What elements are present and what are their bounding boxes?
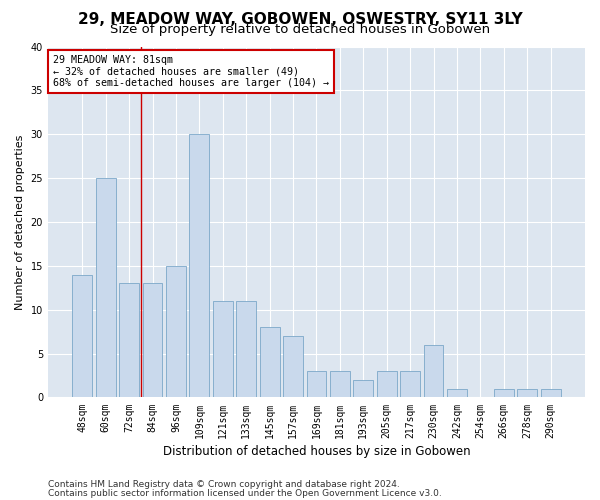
Bar <box>541 388 560 398</box>
Bar <box>236 301 256 398</box>
Bar <box>119 284 139 398</box>
X-axis label: Distribution of detached houses by size in Gobowen: Distribution of detached houses by size … <box>163 444 470 458</box>
Bar <box>166 266 186 398</box>
Text: Contains public sector information licensed under the Open Government Licence v3: Contains public sector information licen… <box>48 489 442 498</box>
Text: Size of property relative to detached houses in Gobowen: Size of property relative to detached ho… <box>110 22 490 36</box>
Bar <box>377 371 397 398</box>
Text: 29 MEADOW WAY: 81sqm
← 32% of detached houses are smaller (49)
68% of semi-detac: 29 MEADOW WAY: 81sqm ← 32% of detached h… <box>53 56 329 88</box>
Bar <box>283 336 303 398</box>
Text: Contains HM Land Registry data © Crown copyright and database right 2024.: Contains HM Land Registry data © Crown c… <box>48 480 400 489</box>
Bar <box>213 301 233 398</box>
Bar <box>143 284 163 398</box>
Bar <box>96 178 116 398</box>
Y-axis label: Number of detached properties: Number of detached properties <box>15 134 25 310</box>
Text: 29, MEADOW WAY, GOBOWEN, OSWESTRY, SY11 3LY: 29, MEADOW WAY, GOBOWEN, OSWESTRY, SY11 … <box>77 12 523 28</box>
Bar <box>424 345 443 398</box>
Bar <box>330 371 350 398</box>
Bar <box>447 388 467 398</box>
Bar <box>307 371 326 398</box>
Bar <box>400 371 420 398</box>
Bar <box>517 388 537 398</box>
Bar <box>190 134 209 398</box>
Bar <box>73 274 92 398</box>
Bar <box>494 388 514 398</box>
Bar <box>260 328 280 398</box>
Bar <box>353 380 373 398</box>
